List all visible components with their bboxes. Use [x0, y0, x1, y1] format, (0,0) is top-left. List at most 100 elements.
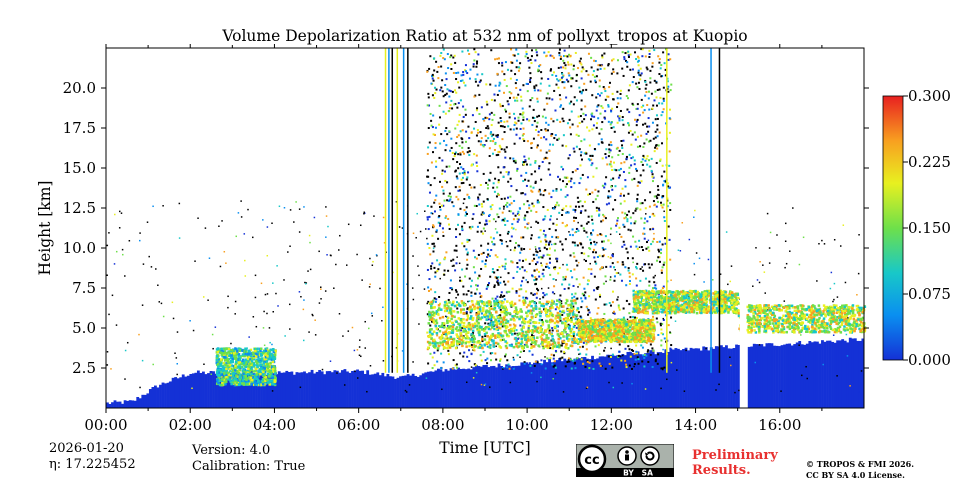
noise-speck: [589, 159, 591, 161]
noise-speck: [455, 78, 457, 80]
noise-speck: [448, 195, 450, 197]
noise-speck: [620, 193, 622, 195]
noise-speck: [540, 359, 542, 361]
noise-speck: [606, 163, 608, 165]
noise-speck: [518, 214, 520, 216]
noise-speck: [516, 290, 518, 292]
noise-speck: [603, 313, 605, 315]
noise-speck: [619, 344, 621, 346]
noise-speck: [476, 63, 478, 65]
boundary-layer-cell: [652, 350, 655, 408]
noise-speck: [597, 256, 599, 258]
noise-speck: [843, 224, 845, 226]
noise-speck: [543, 275, 545, 277]
noise-speck: [845, 282, 847, 284]
noise-speck: [444, 58, 446, 60]
boundary-layer-cell: [616, 355, 619, 408]
noise-speck: [655, 137, 657, 139]
noise-speck: [284, 207, 286, 209]
noise-speck: [315, 334, 317, 336]
noise-speck: [546, 97, 548, 99]
cloud-cell: [245, 378, 248, 381]
noise-speck: [561, 166, 563, 168]
noise-speck: [682, 222, 684, 224]
noise-speck: [267, 255, 269, 257]
cloud-cell: [220, 358, 223, 361]
boundary-layer-cell: [379, 375, 382, 408]
cloud-cell: [245, 366, 248, 369]
noise-speck: [509, 113, 511, 115]
noise-speck: [618, 169, 620, 171]
noise-speck: [524, 159, 526, 161]
cloud-cell: [530, 330, 533, 333]
noise-speck: [553, 57, 555, 59]
boundary-layer-cell: [146, 393, 149, 408]
boundary-layer-cell: [182, 374, 185, 408]
noise-speck: [431, 235, 433, 237]
noise-speck: [584, 209, 586, 211]
noise-speck: [858, 273, 860, 275]
noise-speck: [574, 242, 576, 244]
cloud-cell: [270, 349, 273, 352]
noise-speck: [637, 72, 639, 74]
noise-speck: [299, 231, 301, 233]
noise-speck: [519, 356, 521, 358]
noise-speck: [624, 348, 626, 350]
boundary-layer-cell: [159, 385, 162, 408]
noise-speck: [636, 124, 638, 126]
noise-speck: [514, 143, 516, 145]
noise-speck: [584, 105, 586, 107]
noise-speck: [610, 144, 612, 146]
noise-speck: [466, 293, 468, 295]
cloud-cell: [257, 351, 260, 354]
noise-speck: [454, 128, 456, 130]
noise-speck: [448, 292, 450, 294]
noise-speck: [608, 151, 610, 153]
noise-speck: [512, 366, 514, 368]
noise-speck: [435, 166, 437, 168]
noise-speck: [549, 254, 551, 256]
boundary-layer-cell: [174, 377, 177, 408]
cloud-cell: [268, 358, 271, 361]
noise-speck: [575, 260, 577, 262]
noise-speck: [646, 241, 648, 243]
cloud-cell: [521, 321, 524, 324]
noise-speck: [523, 203, 525, 205]
cloud-cell: [255, 378, 258, 381]
noise-speck: [524, 363, 526, 365]
noise-speck: [533, 87, 535, 89]
noise-speck: [454, 170, 456, 172]
noise-speck: [478, 113, 480, 115]
noise-speck: [442, 231, 444, 233]
noise-speck: [529, 248, 531, 250]
noise-speck: [632, 262, 634, 264]
boundary-layer-cell: [407, 374, 410, 408]
noise-speck: [543, 255, 545, 257]
noise-speck: [499, 296, 501, 298]
noise-speck: [465, 64, 467, 66]
noise-speck: [267, 293, 269, 295]
noise-speck: [427, 93, 429, 95]
noise-speck: [597, 93, 599, 95]
noise-speck: [633, 76, 635, 78]
noise-speck: [657, 334, 659, 336]
boundary-layer-cell: [151, 387, 154, 408]
boundary-layer-cell: [649, 350, 652, 408]
noise-speck: [437, 268, 439, 270]
boundary-layer-cell: [578, 358, 581, 408]
noise-speck: [578, 182, 580, 184]
noise-speck: [610, 141, 612, 143]
noise-speck: [526, 211, 528, 213]
cloud-cell: [452, 331, 455, 334]
boundary-layer-cell: [288, 372, 291, 408]
noise-speck: [540, 194, 542, 196]
noise-speck: [511, 62, 513, 64]
noise-speck: [173, 318, 175, 320]
noise-speck: [581, 252, 583, 254]
noise-speck: [453, 359, 455, 361]
noise-speck: [467, 126, 469, 128]
noise-speck: [694, 210, 696, 212]
noise-speck: [536, 98, 538, 100]
noise-speck: [588, 295, 590, 297]
cloud-cell: [576, 341, 579, 344]
